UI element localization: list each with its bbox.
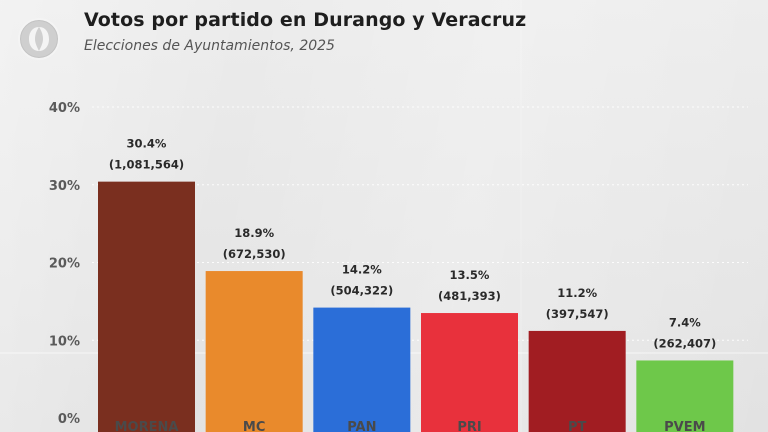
x-tick-label: MORENA [115,420,179,432]
y-tick-label: 30% [49,179,80,194]
data-label-percent: 11.2% [557,286,597,300]
paper-crease [520,0,522,432]
data-label-votes: (397,547) [546,307,609,321]
chart-title: Votos por partido en Durango y Veracruz [84,9,527,31]
data-label-votes: (672,530) [223,247,286,261]
data-label-percent: 18.9% [234,226,274,240]
x-tick-label: PVEM [664,420,705,432]
data-label-percent: 14.2% [342,263,382,277]
y-tick-label: 10% [49,334,80,349]
data-label-votes: (481,393) [438,289,501,303]
data-label-votes: (1,081,564) [109,158,184,172]
bar [636,360,734,432]
data-label-percent: 30.4% [127,137,167,151]
bar [313,307,411,432]
y-tick-label: 20% [49,257,80,272]
x-tick-label: PT [568,420,587,432]
bar [528,330,626,432]
x-tick-label: MC [243,420,265,432]
data-label-percent: 7.4% [669,315,701,329]
data-label-votes: (504,322) [330,284,393,298]
newspaper-logo-icon [18,18,60,60]
chart-subtitle: Elecciones de Ayuntamientos, 2025 [84,38,335,54]
bar [421,313,518,432]
x-tick-label: PAN [347,420,376,432]
y-tick-label: 40% [49,101,80,116]
y-tick-label: 0% [58,412,80,427]
x-tick-label: PRI [457,420,481,432]
bar [98,181,195,432]
data-label-votes: (262,407) [653,336,716,350]
data-label-percent: 13.5% [450,268,490,282]
bar [205,271,303,432]
